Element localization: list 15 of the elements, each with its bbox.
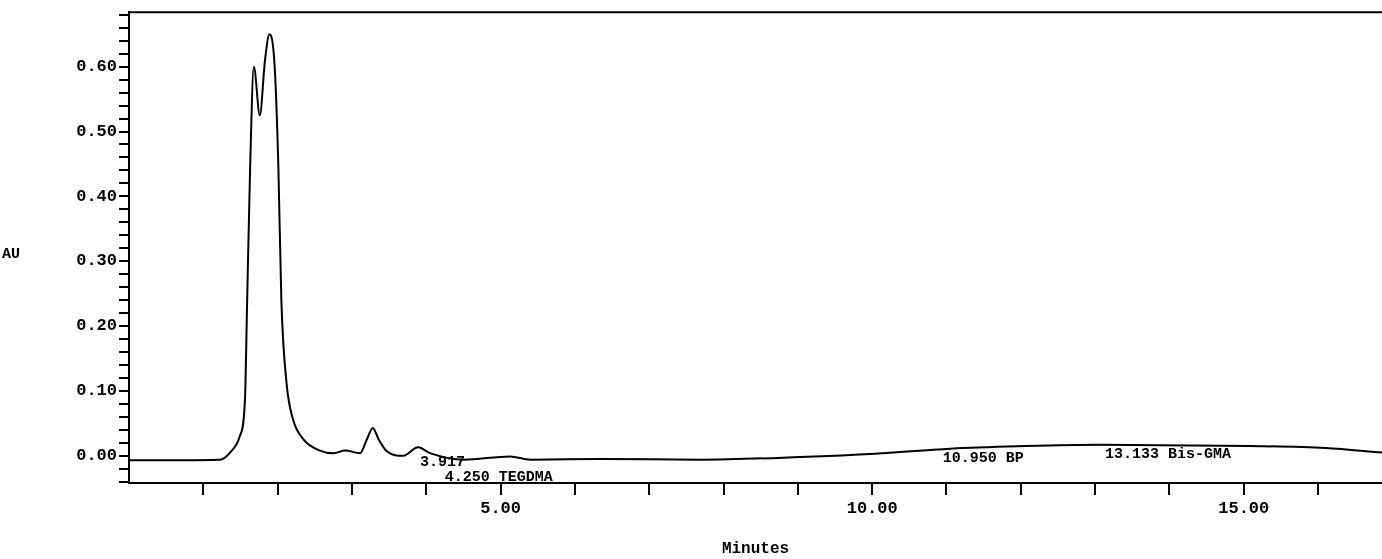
y-tick-label: 0.50 xyxy=(76,121,117,141)
x-tick-label: 5.00 xyxy=(480,499,521,519)
y-tick-label: 0.40 xyxy=(76,186,117,206)
annotation: 4.250 TEGDMA xyxy=(444,469,553,487)
x-tick-label: 10.00 xyxy=(846,499,898,519)
y-tick-label: 0.30 xyxy=(76,251,117,271)
y-tick-label: 0.20 xyxy=(76,316,117,336)
x-tick-label: 15.00 xyxy=(1218,499,1270,519)
y-tick-label: 0.00 xyxy=(76,446,117,466)
x-axis-title: Minutes xyxy=(721,540,790,559)
y-tick-label: 0.10 xyxy=(76,381,117,401)
annotation: 13.133 Bis-GMA xyxy=(1105,446,1232,464)
annotation: 10.950 BP xyxy=(942,449,1024,467)
y-axis-title: AU xyxy=(2,245,21,263)
y-tick-label: 0.60 xyxy=(76,56,117,76)
